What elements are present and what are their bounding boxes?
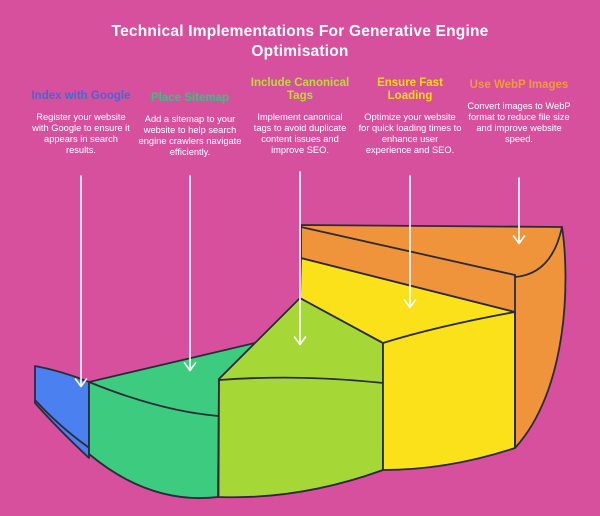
arrow-to-orange-slice xyxy=(512,177,526,245)
step-description: Optimize your website for quick loading … xyxy=(358,112,462,155)
page-title-line1: Technical Implementations For Generative… xyxy=(111,23,489,40)
step-description: Register your website with Google to ens… xyxy=(32,112,130,155)
step-description: Convert images to WebP format to reduce … xyxy=(467,101,571,144)
step-heading: Place Sitemap xyxy=(151,92,229,104)
arrow-to-green-slice xyxy=(183,175,197,372)
page-title-line2: Optimisation xyxy=(251,43,349,60)
arrow-to-blue-slice xyxy=(74,175,88,388)
step-heading: Use WebP Images xyxy=(469,79,569,91)
step-column-index-with-google: Index with Google Register your website … xyxy=(29,90,133,156)
step-column-canonical-tags: Include Canonical Tags Implement canonic… xyxy=(248,77,352,156)
pie-slice-webp-images xyxy=(300,224,567,449)
arrow-to-yellowgreen-slice xyxy=(293,171,307,346)
step-description: Implement canonical tags to avoid duplic… xyxy=(253,112,347,155)
step-column-place-sitemap: Place Sitemap Add a sitemap to your webs… xyxy=(138,92,242,158)
arrow-to-yellow-slice xyxy=(403,175,417,309)
pointer-arrows xyxy=(74,171,526,388)
pie-slice-index-with-google xyxy=(34,365,90,459)
page-title: Technical Implementations For Generative… xyxy=(0,22,600,62)
step-description: Add a sitemap to your website to help se… xyxy=(138,114,242,157)
step-heading: Index with Google xyxy=(31,90,131,102)
pie-slice-fast-loading xyxy=(299,257,516,471)
step-heading: Include Canonical Tags xyxy=(250,77,350,102)
step-column-fast-loading: Ensure Fast Loading Optimize your websit… xyxy=(358,77,462,156)
step-column-webp-images: Use WebP Images Convert images to WebP f… xyxy=(467,79,571,145)
pie-slices xyxy=(34,224,567,499)
step-heading: Ensure Fast Loading xyxy=(377,77,443,102)
pie-slice-canonical-tags xyxy=(217,297,384,499)
